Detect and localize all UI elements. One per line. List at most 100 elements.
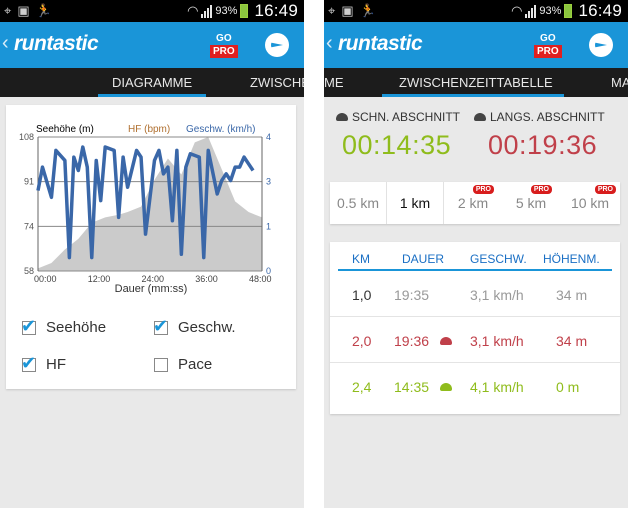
back-chevron-icon[interactable]: ‹ (2, 32, 9, 54)
y-tick-left: 58 (24, 266, 34, 276)
wifi-icon: ◠ (187, 3, 199, 18)
tab-map-partial[interactable]: MA (611, 75, 628, 90)
turtle-icon (474, 113, 486, 121)
cell-speed: 3,1 km/h (470, 333, 524, 349)
hare-icon (440, 383, 452, 391)
checkbox-seehoehe[interactable]: Seehöhe (21, 316, 107, 337)
notification-icons: ⌖ ▣ 🏃 (328, 3, 376, 19)
go-pro-button[interactable]: GO PRO (534, 33, 562, 58)
cell-elevation: 34 m (556, 333, 588, 349)
y-tick-right: 3 (266, 177, 271, 187)
y-tick-right: 1 (266, 221, 271, 231)
signal-icon (201, 4, 213, 18)
runner-icon: 🏃 (35, 3, 52, 18)
cell-km: 2,4 (352, 379, 372, 395)
left-screen: ⌖ ▣ 🏃 ◠ 93% 16:49 ‹ runtastic GO PRO DIAGRA… (0, 0, 304, 508)
pro-label: PRO (534, 45, 562, 58)
pro-badge: PRO (594, 185, 616, 194)
gps-icon: ⌖ (4, 3, 12, 18)
status-bar: ⌖ ▣ 🏃 ◠ 93% 16:49 (324, 0, 628, 22)
checkbox-box[interactable] (21, 353, 36, 374)
go-label: GO (216, 33, 232, 44)
clock: 16:49 (254, 1, 298, 20)
image-icon: ▣ (341, 3, 354, 18)
plot-area: 108 91 74 58 4 3 1 0 00:00 12:00 24:00 36:00 48:00 (19, 132, 272, 284)
cell-duration: 19:36 (394, 333, 430, 349)
header-geschw: GESCHW. (470, 252, 527, 266)
wifi-icon: ◠ (511, 3, 523, 18)
right-screen: ⌖ ▣ 🏃 ◠ 93% 16:49 ‹ runtastic GO PRO ME ZWI… (324, 0, 628, 508)
app-logo: runtastic (338, 32, 423, 55)
cell-speed: 4,1 km/h (470, 379, 524, 395)
tab-indicator (98, 94, 206, 97)
status-bar: ⌖ ▣ 🏃 ◠ 93% 16:49 (0, 0, 304, 22)
segment-5km[interactable]: PRO 5 km (502, 182, 560, 224)
chart-card: Seehöhe (m) HF (bpm) Geschw. (km/h) 108 9… (6, 105, 296, 389)
x-tick: 48:00 (249, 274, 272, 284)
y-tick-left: 91 (24, 177, 34, 187)
y-tick-right: 0 (266, 266, 271, 276)
pro-badge: PRO (472, 185, 494, 194)
tab-zwischenzeittabelle[interactable]: ZWISCHENZEITTABELLE (399, 75, 553, 90)
cell-km: 1,0 (352, 287, 372, 303)
slow-section-label: LANGS. ABSCHNITT (474, 110, 605, 124)
pro-badge: PRO (530, 185, 552, 194)
checkbox-geschw[interactable]: Geschw. (153, 316, 236, 337)
battery-percent: 93% (539, 5, 562, 17)
clock: 16:49 (578, 1, 622, 20)
tab-indicator (382, 94, 564, 97)
header-hoehenm: HÖHENM. (543, 252, 600, 266)
cell-elevation: 0 m (556, 379, 580, 395)
checkbox-label: HF (46, 356, 66, 373)
checkbox-label: Seehöhe (46, 319, 107, 336)
segment-10km[interactable]: PRO 10 km (560, 182, 620, 224)
y-tick-left: 74 (24, 221, 34, 231)
tab-diagramme[interactable]: DIAGRAMME (112, 75, 193, 90)
checkbox-pace[interactable]: Pace (154, 356, 212, 373)
app-bar: ‹ runtastic GO PRO (324, 22, 628, 68)
segment-0-5km[interactable]: 0.5 km (330, 182, 386, 224)
hare-icon (336, 113, 348, 121)
tab-diagramme-partial[interactable]: ME (324, 75, 344, 90)
cell-duration: 19:35 (394, 287, 430, 303)
app-bar: ‹ runtastic GO PRO (0, 22, 304, 68)
battery-icon (564, 4, 573, 18)
distance-selector: 0.5 km 1 km PRO 2 km PRO 5 km PRO 10 km (330, 182, 620, 224)
chart: Seehöhe (m) HF (bpm) Geschw. (km/h) 108 9… (19, 124, 272, 295)
tab-bar: ME ZWISCHENZEITTABELLE MA (324, 68, 628, 97)
splits-table: KM DAUER GESCHW. HÖHENM. 1,0 19:35 3,1 k… (330, 242, 620, 414)
cell-km: 2,0 (352, 333, 372, 349)
header-km: KM (352, 252, 370, 266)
fast-time: 00:14:35 (342, 130, 452, 160)
checkbox-box[interactable] (21, 316, 36, 337)
segment-1km[interactable]: 1 km (386, 182, 444, 224)
header-divider (338, 269, 612, 271)
pro-label: PRO (210, 45, 238, 58)
runtastic-icon[interactable] (265, 33, 289, 57)
legend-hr: HF (bpm) (128, 124, 170, 135)
checkbox-box[interactable] (154, 357, 168, 372)
fast-label: SCHN. ABSCHNITT (352, 110, 461, 124)
legend-speed: Geschw. (km/h) (186, 124, 255, 135)
segment-2km[interactable]: PRO 2 km (444, 182, 502, 224)
go-label: GO (540, 33, 556, 44)
x-tick: 12:00 (88, 274, 111, 284)
battery-percent: 93% (215, 5, 238, 17)
slow-label: LANGS. ABSCHNITT (490, 110, 605, 124)
tab-zwischenzeit[interactable]: ZWISCHE (250, 75, 304, 90)
app-logo: runtastic (14, 32, 99, 55)
cell-speed: 3,1 km/h (470, 287, 524, 303)
row-divider (330, 362, 620, 363)
back-chevron-icon[interactable]: ‹ (326, 32, 333, 54)
runtastic-icon[interactable] (589, 33, 613, 57)
speed-line (36, 145, 255, 260)
checkbox-label: Pace (178, 356, 213, 373)
checkbox-label: Geschw. (178, 319, 236, 336)
segment-label: 2 km (457, 195, 489, 211)
go-pro-button[interactable]: GO PRO (210, 33, 238, 58)
y-tick-left: 108 (19, 132, 34, 142)
checkbox-box[interactable] (153, 316, 168, 337)
checkbox-hf[interactable]: HF (21, 353, 66, 374)
cell-duration: 14:35 (394, 379, 430, 395)
x-tick: 36:00 (195, 274, 218, 284)
